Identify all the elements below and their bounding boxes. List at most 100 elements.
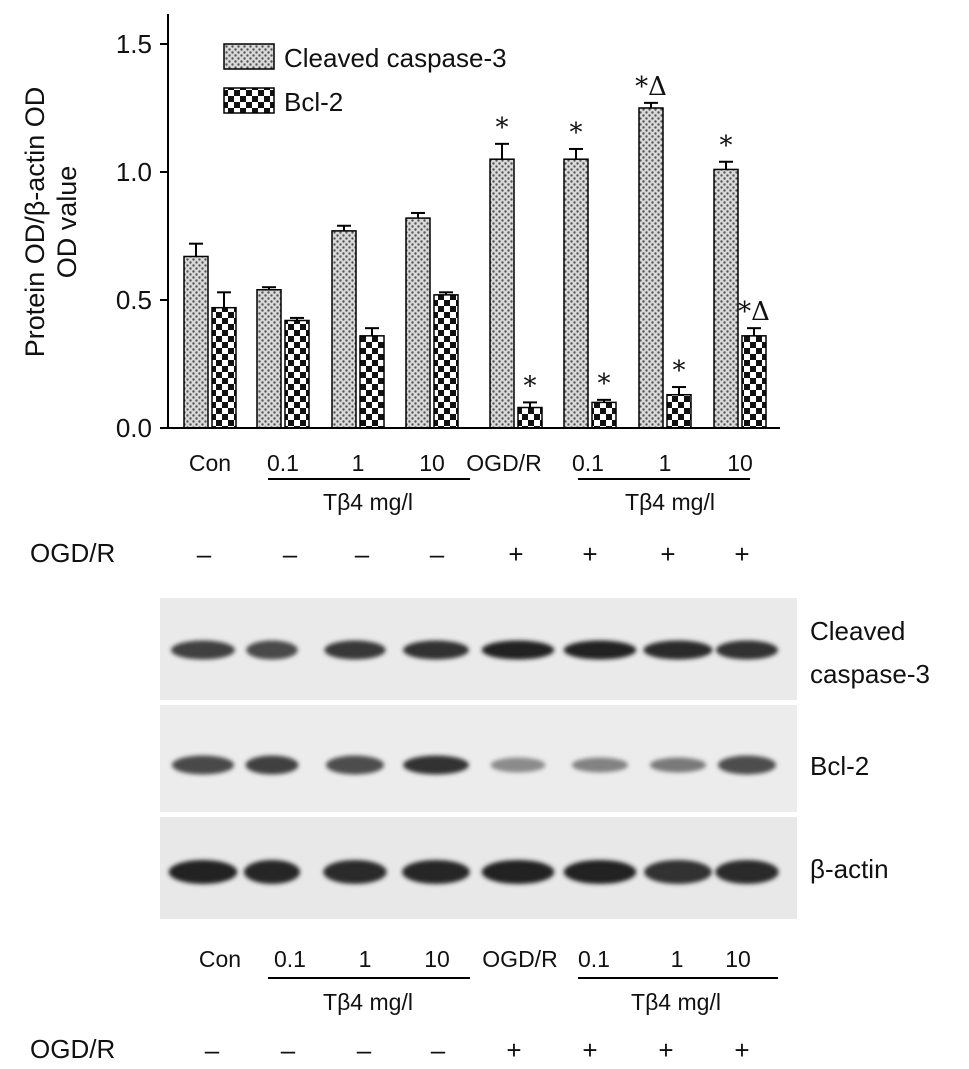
blot-band bbox=[246, 640, 298, 660]
blot-band bbox=[402, 860, 470, 884]
blot-band bbox=[324, 640, 386, 660]
blot-band bbox=[481, 860, 555, 884]
bar-cleaved-caspase-3-4 bbox=[489, 158, 515, 429]
y-tick-label: 1.0 bbox=[116, 157, 152, 187]
ogdr-sign: + bbox=[582, 539, 597, 569]
significance-marker: * bbox=[673, 356, 686, 386]
y-tick-label: 0.5 bbox=[116, 285, 152, 315]
group-label-1: Tβ4 mg/l bbox=[323, 489, 413, 515]
blot-label-cleaved-line2: caspase-3 bbox=[810, 659, 930, 689]
ogdr-sign: + bbox=[734, 539, 749, 569]
legend: Cleaved caspase-3 Bcl-2 bbox=[223, 43, 507, 117]
blot-label-bcl-2: Bcl-2 bbox=[810, 751, 869, 781]
blot-band bbox=[243, 860, 301, 884]
bar-bcl-2-0 bbox=[211, 306, 237, 429]
blot-label-beta-actin: β-actin bbox=[810, 854, 889, 884]
bar-cleaved-caspase-3-2 bbox=[331, 230, 357, 429]
blot-ogdr-sign: – bbox=[205, 1035, 220, 1065]
blot-ogdr-sign: + bbox=[582, 1035, 597, 1065]
ogdr-row-label: OGD/R bbox=[30, 538, 115, 568]
legend-label-bcl-2: Bcl-2 bbox=[284, 87, 343, 117]
blot-lane-label: 1 bbox=[359, 946, 372, 972]
ogdr-sign: + bbox=[660, 539, 675, 569]
y-axis-title-line2: OD value bbox=[52, 166, 82, 279]
legend-swatch-bcl-2 bbox=[223, 87, 275, 114]
x-tick-label: 10 bbox=[727, 450, 753, 476]
blot-ogdr-sign: – bbox=[357, 1035, 372, 1065]
blot-ogdr-row-label: OGD/R bbox=[30, 1034, 115, 1064]
bar-bcl-2-5 bbox=[591, 401, 617, 429]
bar-cleaved-caspase-3-7 bbox=[713, 168, 739, 429]
significance-marker: *Δ bbox=[738, 297, 770, 327]
blot-band bbox=[563, 860, 637, 884]
significance-marker: * bbox=[524, 371, 537, 401]
bar-cleaved-caspase-3-1 bbox=[256, 289, 282, 429]
blot-lane-label: OGD/R bbox=[482, 946, 557, 972]
x-tick-label: 10 bbox=[419, 450, 445, 476]
blot-ogdr-sign: + bbox=[506, 1035, 521, 1065]
ogdr-sign: – bbox=[430, 539, 445, 569]
significance-marker: * bbox=[570, 118, 583, 148]
blot-lane-label: Con bbox=[199, 946, 241, 972]
blot-band bbox=[171, 640, 235, 660]
blot-ogdr-sign: – bbox=[281, 1035, 296, 1065]
western-blot: Cleaved caspase-3 Bcl-2 β-actin Con 0.1 1 1… bbox=[30, 598, 930, 1065]
bar-bcl-2-2 bbox=[359, 335, 385, 429]
blot-band bbox=[715, 640, 779, 660]
blot-group-label-2: Tβ4 mg/l bbox=[631, 989, 721, 1015]
x-tick-label: Con bbox=[189, 450, 231, 476]
bars: * * *Δ * * * * *Δ bbox=[183, 72, 770, 429]
blot-lane-label: 10 bbox=[424, 946, 450, 972]
blot-ogdr-sign: – bbox=[431, 1035, 446, 1065]
bar-cleaved-caspase-3-6 bbox=[638, 107, 664, 429]
blot-band bbox=[717, 755, 777, 775]
ogdr-sign: – bbox=[355, 539, 370, 569]
bar-bcl-2-7 bbox=[741, 335, 767, 429]
legend-swatch-cleaved-caspase-3 bbox=[223, 43, 275, 70]
blot-band bbox=[168, 860, 238, 884]
x-tick-label: 1 bbox=[659, 450, 672, 476]
y-tick-label: 1.5 bbox=[116, 29, 152, 59]
significance-marker: * bbox=[720, 131, 733, 161]
blot-band bbox=[715, 860, 779, 884]
blot-band bbox=[403, 755, 469, 775]
blot-band bbox=[481, 640, 555, 660]
ogdr-sign: – bbox=[283, 539, 298, 569]
blot-ogdr-signs: – – – – + + + + bbox=[205, 1035, 750, 1065]
blot-band bbox=[563, 640, 637, 660]
y-tick-label: 0.0 bbox=[116, 413, 152, 443]
bar-cleaved-caspase-3-5 bbox=[563, 158, 589, 429]
blot-lane-label: 1 bbox=[671, 946, 684, 972]
y-axis-ticks: 0.0 0.5 1.0 1.5 bbox=[116, 29, 168, 443]
x-tick-label: 0.1 bbox=[267, 450, 299, 476]
significance-marker: * bbox=[598, 369, 611, 399]
blot-lane-label: 0.1 bbox=[274, 946, 306, 972]
blot-band bbox=[171, 755, 235, 775]
blot-lane-label: 0.1 bbox=[578, 946, 610, 972]
bar-bcl-2-4 bbox=[517, 406, 543, 429]
blot-band bbox=[649, 757, 707, 773]
blot-band bbox=[643, 640, 713, 660]
blot-ogdr-sign: + bbox=[734, 1035, 749, 1065]
blot-band bbox=[403, 640, 469, 660]
significance-marker: *Δ bbox=[635, 72, 667, 102]
x-axis-labels: Con 0.1 1 10 OGD/R 0.1 1 10 bbox=[189, 450, 753, 476]
blot-lane-label: 10 bbox=[725, 946, 751, 972]
x-tick-label: OGD/R bbox=[466, 450, 541, 476]
ogdr-sign: – bbox=[197, 539, 212, 569]
bar-bcl-2-3 bbox=[433, 294, 459, 429]
group-label-2: Tβ4 mg/l bbox=[625, 489, 715, 515]
blot-band bbox=[325, 755, 385, 775]
blot-lane-labels: Con 0.1 1 10 OGD/R 0.1 1 10 bbox=[199, 946, 751, 972]
bar-bcl-2-1 bbox=[284, 319, 310, 429]
ogdr-sign: + bbox=[508, 539, 523, 569]
blot-label-cleaved-line1: Cleaved bbox=[810, 616, 905, 646]
bar-bcl-2-6 bbox=[666, 393, 692, 429]
ogdr-signs: – – – – + + + + bbox=[197, 539, 750, 569]
blot-ogdr-sign: + bbox=[658, 1035, 673, 1065]
blot-band bbox=[490, 757, 546, 773]
blot-band bbox=[644, 860, 712, 884]
bar-cleaved-caspase-3-3 bbox=[405, 217, 431, 429]
y-axis-title-line1: Protein OD/β-actin OD bbox=[20, 87, 50, 358]
